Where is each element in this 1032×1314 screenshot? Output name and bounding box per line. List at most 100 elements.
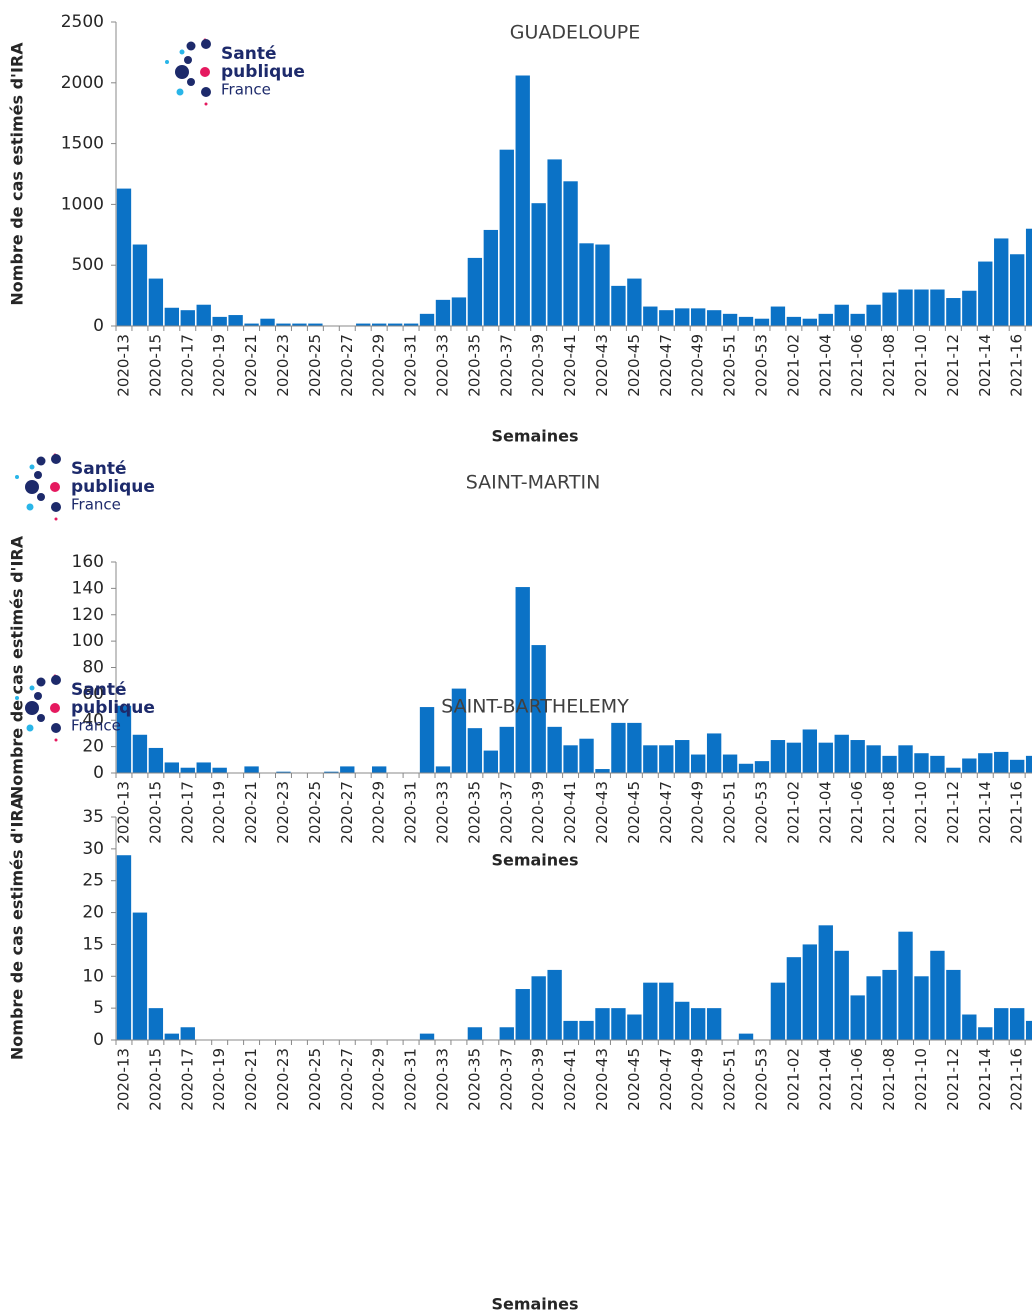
- chart-title: SAINT-BARTHELEMY: [441, 696, 629, 718]
- bar: [340, 766, 355, 773]
- x-tick-label: 2020-45: [625, 334, 643, 397]
- y-tick-label: 0: [93, 316, 104, 336]
- bar: [196, 762, 211, 773]
- bar: [356, 323, 371, 326]
- bar: [164, 1033, 180, 1040]
- bar: [994, 1008, 1009, 1040]
- bar: [547, 969, 562, 1040]
- bar: [706, 310, 722, 326]
- bar: [914, 753, 929, 773]
- bar: [483, 750, 499, 773]
- bar: [579, 1020, 594, 1040]
- bar: [276, 323, 291, 326]
- bar: [818, 925, 833, 1040]
- bar: [627, 278, 642, 326]
- bar: [850, 313, 865, 326]
- y-tick-label: 500: [72, 255, 104, 275]
- bar: [212, 767, 227, 773]
- logo-text: publique: [71, 698, 155, 718]
- x-tick-label: 2020-29: [370, 1048, 388, 1111]
- bar: [946, 969, 961, 1040]
- logo-dot: [201, 87, 211, 97]
- bar: [595, 1008, 610, 1040]
- bar: [898, 745, 913, 773]
- logo-dot: [54, 738, 58, 742]
- x-tick-label: 2020-49: [689, 781, 707, 844]
- bar: [706, 1008, 722, 1040]
- y-tick-label: 140: [72, 578, 104, 598]
- y-tick-label: 1000: [61, 194, 104, 214]
- bar: [164, 307, 180, 326]
- logo-dot: [25, 480, 39, 494]
- bar: [260, 318, 275, 326]
- bar: [467, 728, 483, 773]
- x-tick-label: 2020-27: [338, 1048, 356, 1111]
- x-tick-label: 2020-31: [402, 1048, 420, 1111]
- bar: [116, 705, 132, 773]
- bar: [148, 278, 164, 326]
- bar: [786, 957, 802, 1040]
- y-tick-label: 80: [82, 658, 104, 678]
- bar: [978, 753, 993, 773]
- bar: [132, 244, 148, 326]
- bar: [308, 323, 323, 326]
- bar: [675, 1001, 690, 1040]
- bar: [770, 982, 786, 1040]
- logo-dot: [201, 39, 211, 49]
- bar: [882, 755, 897, 773]
- y-tick-label: 60: [82, 684, 104, 704]
- x-tick-label: 2021-10: [912, 334, 930, 397]
- x-tick-label: 2020-33: [433, 1048, 451, 1111]
- logo-dot: [50, 703, 60, 713]
- bar: [866, 304, 881, 326]
- bar: [467, 1027, 483, 1040]
- bar: [611, 722, 626, 773]
- bar: [962, 290, 977, 326]
- logo-text: publique: [221, 62, 305, 82]
- y-tick-label: 120: [72, 605, 104, 625]
- bar: [850, 740, 865, 773]
- x-tick-label: 2020-13: [114, 334, 132, 397]
- bar: [547, 726, 562, 773]
- bar: [419, 707, 435, 773]
- y-axis-label: Nombre de cas estimés d'IRA: [8, 535, 27, 799]
- bar: [148, 1008, 164, 1040]
- bar: [930, 289, 945, 326]
- bar: [978, 1027, 993, 1040]
- x-tick-label: 2020-19: [210, 1048, 228, 1111]
- x-tick-label: 2020-37: [497, 334, 515, 397]
- x-tick-label: 2020-35: [465, 781, 483, 844]
- bar: [435, 766, 451, 773]
- bar: [914, 289, 929, 326]
- logo-dot: [165, 60, 169, 64]
- x-tick-label: 2020-35: [465, 1048, 483, 1111]
- x-tick-label: 2021-14: [976, 334, 994, 397]
- x-axis-label: Semaines: [491, 427, 578, 446]
- logo-dot: [54, 517, 58, 521]
- bar: [898, 931, 913, 1040]
- logo-dot: [34, 471, 42, 479]
- bar: [180, 310, 195, 326]
- x-tick-label: 2020-45: [625, 1048, 643, 1111]
- bar: [834, 950, 849, 1040]
- chart-title: GUADELOUPE: [510, 22, 641, 44]
- x-tick-label: 2020-33: [433, 334, 451, 397]
- bar: [244, 323, 259, 326]
- bar: [770, 740, 786, 773]
- bar: [563, 1020, 578, 1040]
- x-axis-label: Semaines: [491, 1295, 578, 1314]
- x-tick-label: 2020-15: [146, 1048, 164, 1111]
- bar: [866, 976, 881, 1040]
- bar: [738, 763, 754, 773]
- bar: [499, 1027, 514, 1040]
- bar: [483, 229, 499, 326]
- bar: [643, 982, 658, 1040]
- y-tick-label: 5: [93, 998, 104, 1018]
- logo-dot: [29, 685, 35, 691]
- logo-dot: [184, 56, 192, 64]
- bar: [1025, 1020, 1032, 1040]
- bar: [802, 318, 818, 326]
- bar: [148, 747, 164, 773]
